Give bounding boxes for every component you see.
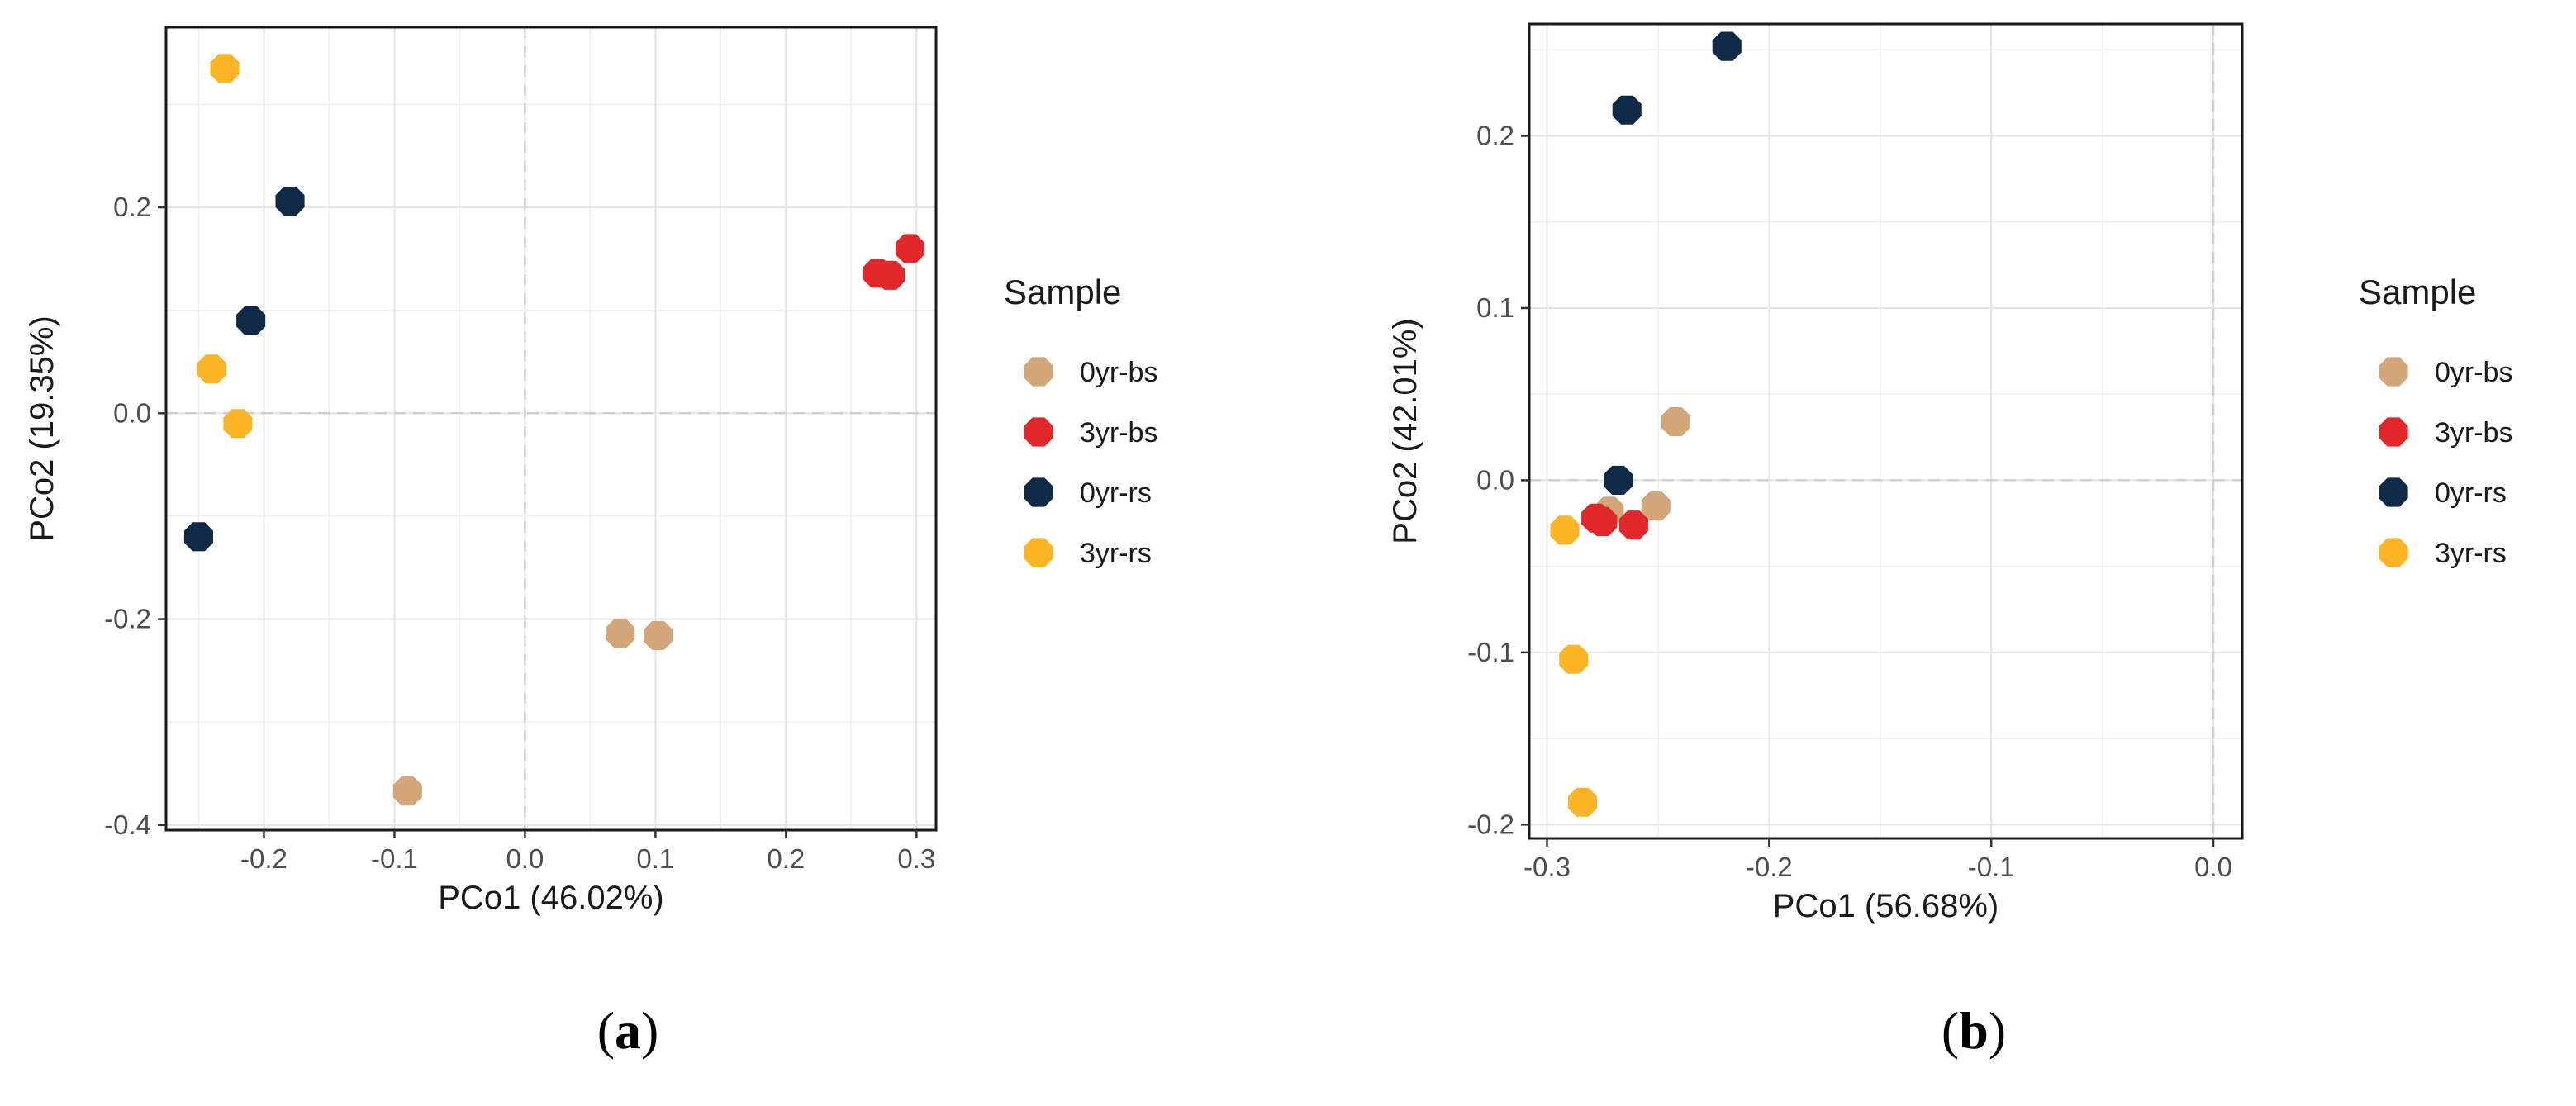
legend-key-0yr-bs <box>1024 357 1053 387</box>
legend-key-3yr-rs <box>2379 538 2408 567</box>
panel-caption-letter: a <box>615 1001 641 1060</box>
data-point-0yr-rs <box>275 187 305 216</box>
panel-a: -0.2 -0.1 0.0 0.1 0.2 0.3 0.2 0.0 -0.2 -0.4 PCo1 (… <box>24 26 1157 1060</box>
legend-key-0yr-bs <box>2379 357 2408 387</box>
y-tick-label: 0.2 <box>1476 120 1514 150</box>
y-tick-label: 0.1 <box>1476 292 1514 323</box>
plot-border <box>1528 22 2244 840</box>
legend-label-0yr-rs: 0yr-rs <box>2435 477 2507 509</box>
x-tick-label: -0.2 <box>1746 852 1793 882</box>
x-tick-label: 0.0 <box>506 843 544 874</box>
x-tick-label: -0.2 <box>240 843 288 874</box>
x-axis-title: PCo1 (46.02%) <box>438 880 663 916</box>
data-point-3yr-rs <box>1550 515 1580 545</box>
legend-label-3yr-bs: 3yr-bs <box>2435 417 2512 449</box>
data-point-3yr-bs <box>876 260 905 290</box>
data-point-0yr-bs <box>606 619 635 648</box>
data-point-3yr-rs <box>223 409 253 439</box>
legend-label-3yr-rs: 3yr-rs <box>2435 538 2507 569</box>
data-point-0yr-rs <box>236 306 266 335</box>
y-axis-title: PCo2 (19.35%) <box>24 316 60 541</box>
x-tick-label: -0.3 <box>1523 852 1571 882</box>
data-point-0yr-rs <box>1712 31 1742 61</box>
plot-border <box>164 26 938 832</box>
data-point-0yr-rs <box>1612 95 1642 125</box>
panel-caption: (a) <box>597 1001 659 1060</box>
legend-title: Sample <box>1004 273 1121 311</box>
data-point-3yr-rs <box>197 354 226 384</box>
panel-caption-close: ) <box>1989 1001 2006 1060</box>
data-point-3yr-bs <box>1618 510 1648 540</box>
x-tick-label: 0.1 <box>636 843 674 874</box>
legend-key-3yr-bs <box>1024 417 1053 447</box>
data-point-0yr-rs <box>183 522 213 552</box>
y-tick-label: -0.2 <box>1467 809 1514 839</box>
x-tick-label: -0.1 <box>1968 852 2015 882</box>
legend-label-0yr-bs: 0yr-bs <box>1080 357 1157 388</box>
legend-key-3yr-rs <box>1024 538 1053 567</box>
x-tick-label: 0.3 <box>897 843 935 874</box>
panel-caption: (b) <box>1942 1001 2006 1060</box>
x-tick-label: 0.0 <box>2194 852 2232 882</box>
data-point-0yr-bs <box>644 620 673 650</box>
panel-caption-close: ) <box>641 1001 658 1060</box>
legend-key-3yr-bs <box>2379 417 2408 447</box>
plot-background <box>166 27 936 830</box>
y-tick-label: -0.2 <box>104 604 151 634</box>
data-point-3yr-rs <box>210 54 240 83</box>
x-tick-label: -0.1 <box>371 843 418 874</box>
data-point-0yr-rs <box>1604 465 1633 495</box>
panel-b: -0.3 -0.2 -0.1 0.0 0.2 0.1 0.0 -0.1 -0.2 PCo1 (56… <box>1387 22 2512 1060</box>
y-tick-label: 0.0 <box>1476 464 1514 495</box>
legend-title: Sample <box>2359 273 2476 311</box>
panel-caption-letter: b <box>1959 1001 1989 1060</box>
data-point-0yr-bs <box>1661 407 1690 437</box>
data-point-3yr-rs <box>1568 787 1598 817</box>
legend-key-0yr-rs <box>1024 477 1053 507</box>
plot-background <box>1529 24 2242 838</box>
y-tick-label: 0.0 <box>113 397 151 428</box>
data-point-3yr-bs <box>895 234 924 263</box>
y-tick-label: 0.2 <box>113 192 151 222</box>
x-axis-title: PCo1 (56.68%) <box>1773 888 1999 924</box>
data-point-3yr-bs <box>1588 506 1618 536</box>
legend-label-3yr-bs: 3yr-bs <box>1080 417 1157 449</box>
legend-label-0yr-rs: 0yr-rs <box>1080 477 1152 509</box>
x-tick-label: 0.2 <box>767 843 805 874</box>
data-point-3yr-rs <box>1559 644 1589 674</box>
legend-label-3yr-rs: 3yr-rs <box>1080 538 1152 569</box>
data-point-0yr-bs <box>1641 491 1671 521</box>
panel-caption-open: ( <box>1942 1001 1959 1060</box>
legend-label-0yr-bs: 0yr-bs <box>2435 357 2512 388</box>
y-axis-title: PCo2 (42.01%) <box>1387 318 1423 544</box>
data-point-0yr-bs <box>392 776 422 806</box>
y-tick-label: -0.1 <box>1467 637 1514 667</box>
y-tick-label: -0.4 <box>104 809 151 840</box>
panel-caption-open: ( <box>597 1001 615 1060</box>
legend-key-0yr-rs <box>2379 477 2408 507</box>
